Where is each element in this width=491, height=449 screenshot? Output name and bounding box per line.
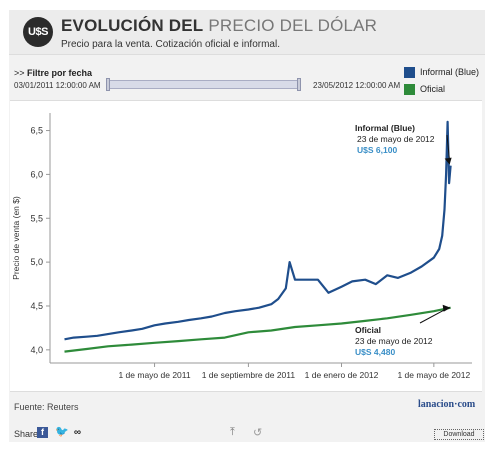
legend-item-oficial[interactable]: Oficial bbox=[404, 84, 446, 96]
slider-end-handle[interactable] bbox=[297, 78, 301, 91]
lanacion-logo[interactable]: lanacion·com bbox=[418, 399, 476, 410]
facebook-icon[interactable]: f bbox=[37, 427, 48, 438]
annotation-oficial-title: Oficial bbox=[355, 325, 381, 335]
date-range-slider[interactable] bbox=[108, 80, 301, 89]
export-icon[interactable]: ⤒ bbox=[230, 426, 235, 438]
legend-swatch-informal bbox=[404, 67, 415, 79]
annotation-informal-value: U$S 6,100 bbox=[357, 145, 397, 155]
page-title: EVOLUCIÓN DEL PRECIO DEL DÓLAR bbox=[61, 16, 377, 36]
date-filter-label: >> Filtre por fecha bbox=[14, 68, 92, 78]
x-tick-label: 1 de mayo de 2011 bbox=[118, 370, 190, 380]
source-note: Fuente: Reuters bbox=[14, 402, 79, 412]
dollar-badge-icon: U$S bbox=[23, 17, 53, 47]
annotation-informal-arrow bbox=[446, 134, 451, 162]
reset-icon[interactable]: ↺ bbox=[253, 427, 263, 439]
header: U$S EVOLUCIÓN DEL PRECIO DEL DÓLAR Preci… bbox=[9, 10, 485, 55]
y-tick-label: 6,0 bbox=[30, 169, 43, 179]
title-strong: EVOLUCIÓN DEL bbox=[61, 16, 204, 35]
annotation-informal-title: Informal (Blue) bbox=[355, 123, 415, 133]
x-tick-label: 1 de septiembre de 2011 bbox=[202, 370, 296, 380]
y-tick-label: 5,5 bbox=[30, 213, 43, 223]
chart-area: 6,5 6,0 5,5 5,0 4,5 4,0 1 de mayo de 2011 1 de … bbox=[10, 100, 482, 392]
y-tick-label: 4,5 bbox=[30, 301, 43, 311]
line-chart: 6,5 6,0 5,5 5,0 4,5 4,0 1 de mayo de 2011 1 de … bbox=[11, 113, 472, 380]
annotation-oficial-date: 23 de mayo de 2012 bbox=[355, 336, 433, 346]
x-tick-label: 1 de mayo de 2012 bbox=[397, 370, 470, 380]
y-tick-label: 5,0 bbox=[30, 257, 43, 267]
legend-label-oficial: Oficial bbox=[420, 84, 446, 94]
y-tick-label: 4,0 bbox=[30, 345, 43, 355]
legend-label-informal: Informal (Blue) bbox=[420, 67, 480, 77]
oficial-series-line bbox=[64, 306, 451, 353]
twitter-icon[interactable]: 🐦 bbox=[55, 426, 69, 438]
slider-start-handle[interactable] bbox=[106, 78, 110, 91]
x-tick-label: 1 de enero de 2012 bbox=[305, 370, 379, 380]
subtitle: Precio para la venta. Cotización oficial… bbox=[61, 39, 280, 50]
link-icon[interactable]: ∞ bbox=[73, 427, 82, 438]
download-button[interactable]: Download bbox=[434, 429, 484, 440]
y-tick-label: 6,5 bbox=[30, 126, 43, 136]
annotation-informal-date: 23 de mayo de 2012 bbox=[357, 134, 435, 144]
share-label: Share bbox=[14, 429, 39, 439]
filter-end-date: 23/05/2012 12:00:00 AM bbox=[313, 81, 401, 90]
y-axis-label: Precio de venta (en $) bbox=[11, 196, 21, 280]
annotation-oficial-value: U$S 4,480 bbox=[355, 347, 395, 357]
filter-prefix: >> bbox=[14, 68, 28, 78]
annotation-oficial-arrowhead bbox=[442, 304, 451, 312]
filter-start-date: 03/01/2011 12:00:00 AM bbox=[14, 81, 101, 90]
legend-swatch-oficial bbox=[404, 84, 415, 96]
annotation-informal-arrowhead bbox=[444, 157, 452, 165]
informal-series-line bbox=[64, 120, 452, 341]
filter-label-text: Filtre por fecha bbox=[27, 68, 93, 78]
annotation-oficial-arrow bbox=[419, 308, 447, 324]
legend-item-informal[interactable]: Informal (Blue) bbox=[404, 67, 480, 79]
title-light: PRECIO DEL DÓLAR bbox=[208, 16, 378, 35]
